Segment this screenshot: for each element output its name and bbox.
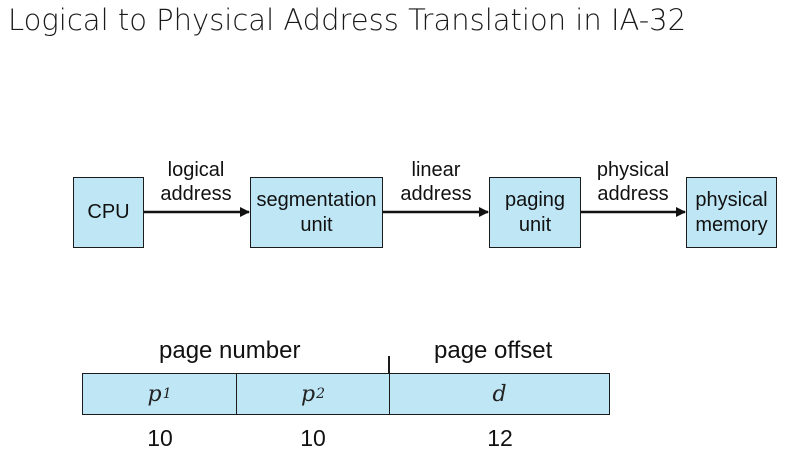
field-p2-bits: 10 [300,425,326,451]
field-d: d [389,373,610,415]
logical-address-label: logical address [148,158,244,206]
field-d-bits: 12 [487,425,513,451]
logical-address-line1: logical [167,159,225,181]
paging-unit-label-line1: paging [504,188,566,211]
field-p2-subscript: 2 [316,386,325,402]
physical-address-line1: physical [596,159,670,181]
segmentation-unit-box: segmentation unit [250,177,383,248]
field-d-symbol: d [492,381,507,407]
field-p1-symbol: p [147,381,162,407]
physical-address-label: physical address [584,158,682,206]
cpu-label: CPU [87,201,130,223]
physical-memory-label-line2: memory [695,213,768,236]
page-offset-header: page offset [434,337,553,364]
slide-title: Logical to Physical Address Translation … [8,3,687,37]
physical-memory-label-line1: physical [695,188,768,211]
physical-memory-box: physical memory [686,177,777,248]
linear-address-line2: address [400,183,472,205]
field-p1-subscript: 1 [162,386,172,402]
field-p1-bits: 10 [147,425,173,451]
linear-address-label: linear address [388,158,484,206]
paging-unit-label-line2: unit [518,213,552,236]
logical-address-line2: address [160,183,232,205]
paging-unit-box: paging unit [489,177,581,248]
segmentation-unit-label-line1: segmentation [256,188,377,211]
field-divider-tick [388,356,390,374]
page-number-header: page number [159,337,301,364]
linear-address-line1: linear [411,159,461,181]
segmentation-unit-label-line2: unit [300,213,333,236]
field-p2-symbol: p [300,381,316,407]
physical-address-line2: address [597,183,669,205]
cpu-box: CPU [73,177,144,248]
